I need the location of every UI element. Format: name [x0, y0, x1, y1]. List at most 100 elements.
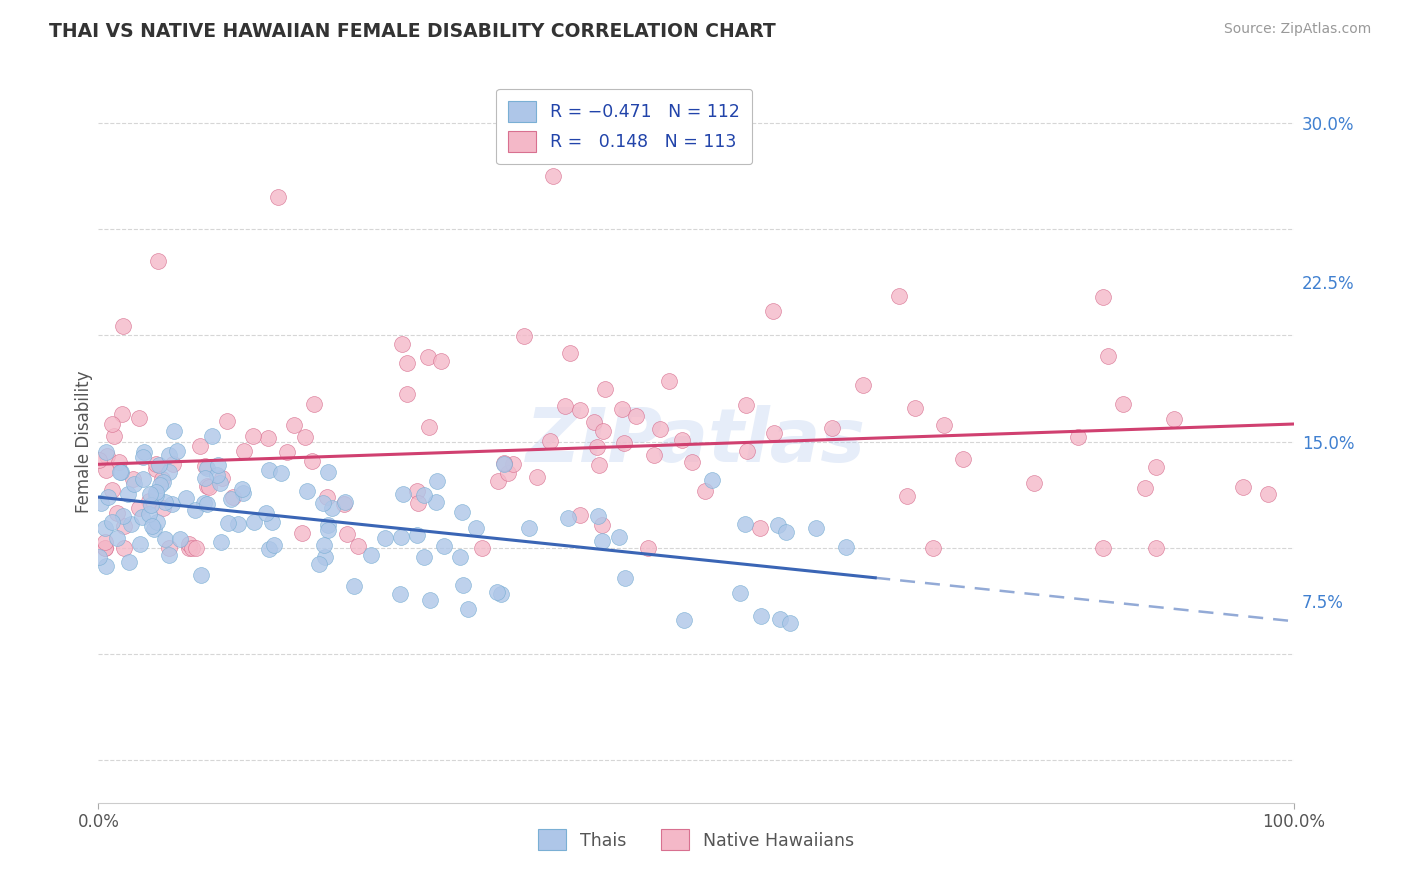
Point: [94, 445, 117, 459]
Point: [554, 399, 576, 413]
Point: [162, 497, 184, 511]
Point: [242, 428, 264, 442]
Point: [291, 526, 314, 541]
Point: [150, 472, 173, 486]
Point: [195, 460, 218, 475]
Point: [485, 584, 508, 599]
Point: [592, 424, 614, 438]
Point: [110, 407, 132, 421]
Point: [519, 521, 541, 535]
Y-axis label: Female Disability: Female Disability: [75, 370, 93, 513]
Point: [132, 450, 155, 464]
Point: [205, 468, 228, 483]
Point: [145, 462, 167, 476]
Point: [749, 609, 772, 624]
Point: [131, 472, 153, 486]
Point: [157, 541, 180, 555]
Text: THAI VS NATIVE HAWAIIAN FEMALE DISABILITY CORRELATION CHART: THAI VS NATIVE HAWAIIAN FEMALE DISABILIT…: [49, 22, 776, 41]
Point: [131, 510, 153, 524]
Point: [413, 550, 436, 565]
Point: [128, 500, 150, 515]
Point: [145, 484, 167, 499]
Point: [430, 353, 453, 368]
Point: [672, 613, 695, 627]
Point: [149, 477, 172, 491]
Point: [184, 541, 207, 555]
Point: [211, 471, 233, 485]
Point: [94, 541, 117, 555]
Point: [612, 402, 634, 417]
Point: [101, 515, 124, 529]
Point: [406, 484, 429, 499]
Point: [169, 532, 191, 546]
Point: [821, 421, 844, 435]
Point: [122, 472, 145, 486]
Point: [734, 398, 756, 412]
Point: [108, 455, 131, 469]
Point: [1022, 476, 1045, 491]
Point: [613, 436, 636, 450]
Point: [112, 508, 135, 523]
Point: [734, 517, 756, 532]
Point: [613, 571, 636, 585]
Point: [233, 444, 256, 458]
Point: [585, 440, 607, 454]
Point: [419, 592, 441, 607]
Point: [449, 549, 471, 564]
Point: [779, 616, 801, 631]
Point: [728, 586, 751, 600]
Point: [316, 517, 339, 532]
Point: [90, 496, 112, 510]
Point: [494, 457, 516, 471]
Point: [301, 453, 323, 467]
Point: [129, 537, 152, 551]
Point: [120, 517, 142, 532]
Point: [195, 497, 218, 511]
Point: [347, 539, 370, 553]
Point: [257, 463, 280, 477]
Point: [217, 516, 239, 530]
Point: [142, 522, 165, 536]
Point: [188, 439, 211, 453]
Point: [110, 465, 132, 479]
Point: [190, 567, 212, 582]
Point: [391, 337, 413, 351]
Point: [217, 414, 239, 428]
Point: [243, 515, 266, 529]
Point: [89, 453, 111, 467]
Point: [852, 377, 875, 392]
Point: [152, 501, 174, 516]
Point: [316, 465, 339, 479]
Point: [101, 417, 124, 431]
Point: [94, 558, 117, 573]
Point: [538, 434, 561, 448]
Point: [295, 483, 318, 498]
Point: [374, 531, 396, 545]
Point: [333, 497, 356, 511]
Point: [426, 474, 449, 488]
Point: [314, 550, 336, 565]
Point: [735, 444, 758, 458]
Point: [138, 508, 160, 522]
Point: [208, 476, 231, 491]
Point: [94, 541, 117, 555]
Point: [159, 448, 181, 462]
Point: [162, 457, 184, 471]
Point: [321, 500, 343, 515]
Point: [195, 479, 218, 493]
Point: [465, 520, 488, 534]
Point: [389, 530, 412, 544]
Point: [1111, 397, 1133, 411]
Point: [471, 541, 494, 555]
Point: [262, 515, 284, 529]
Point: [103, 429, 125, 443]
Point: [316, 523, 339, 537]
Point: [591, 533, 613, 548]
Point: [1092, 290, 1115, 304]
Legend: Thais, Native Hawaiians: Thais, Native Hawaiians: [530, 821, 862, 859]
Point: [502, 457, 524, 471]
Point: [643, 448, 665, 462]
Point: [152, 475, 174, 489]
Point: [105, 507, 128, 521]
Point: [110, 465, 132, 479]
